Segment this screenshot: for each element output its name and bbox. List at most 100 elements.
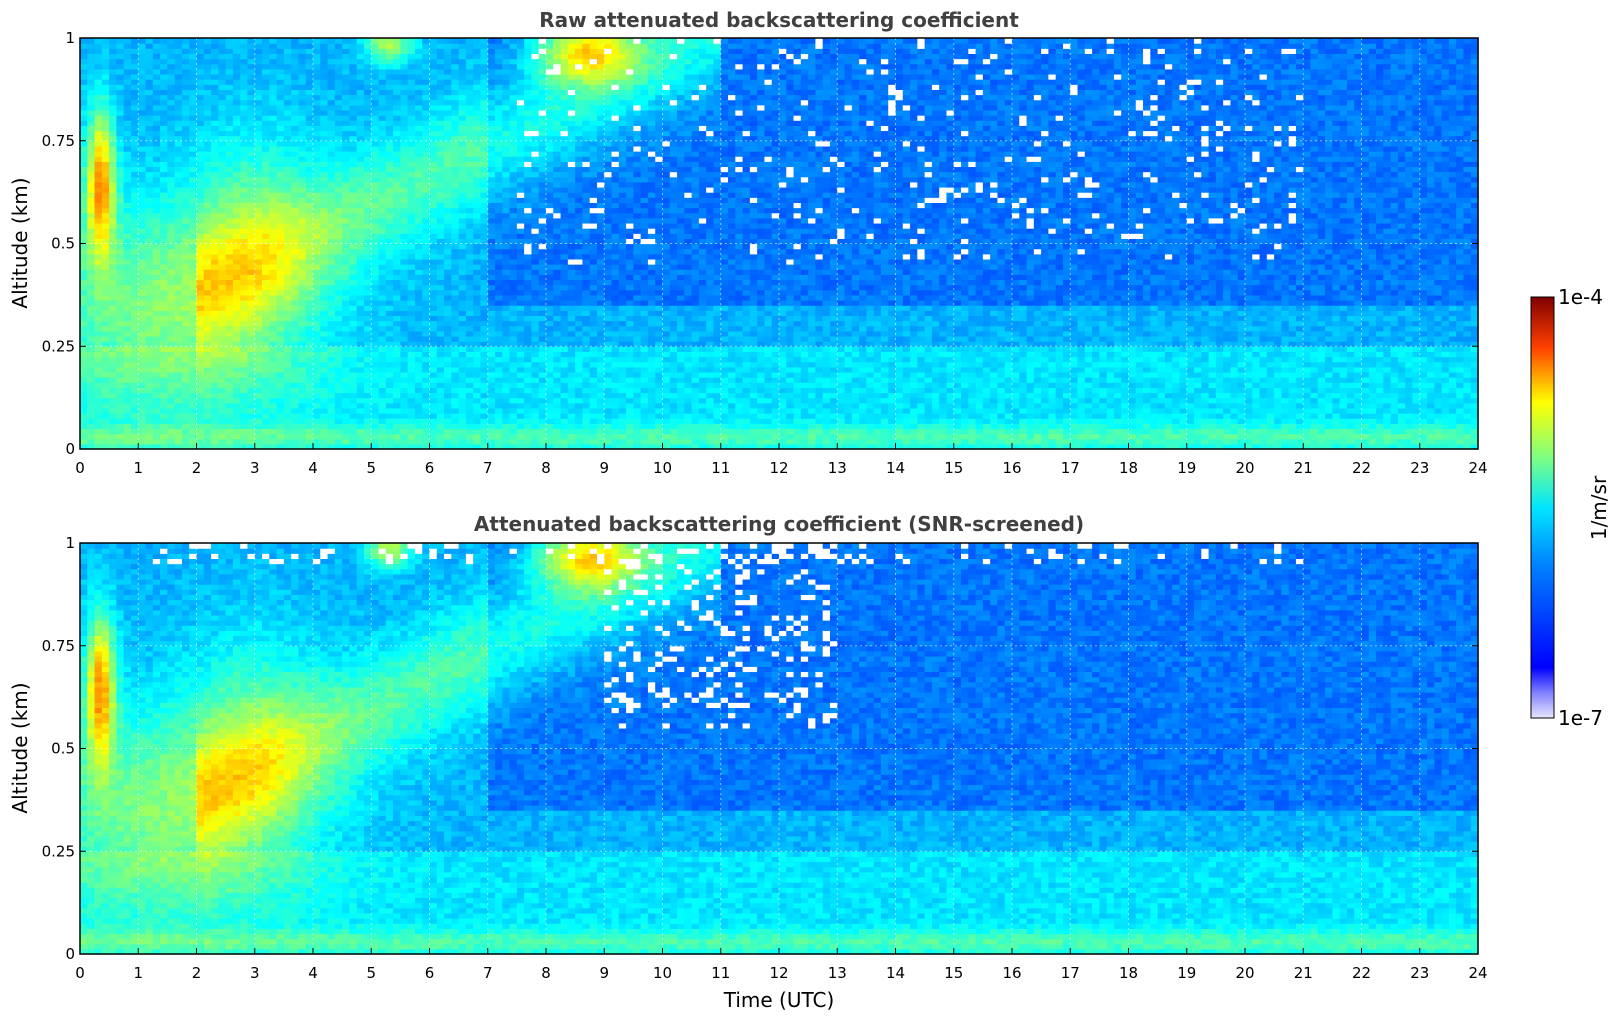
heatmap-cell [320,222,329,229]
heatmap-cell [414,402,423,409]
heatmap-cell [487,346,496,352]
heatmap-cell [203,115,212,121]
heatmap-cell [225,130,234,137]
heatmap-cell [531,264,540,270]
heatmap-cell [363,217,372,224]
heatmap-cell [342,289,351,296]
heatmap-cell [218,243,227,250]
heatmap-cell [516,289,525,296]
heatmap-cell [130,43,139,49]
heatmap-cell [342,104,351,111]
heatmap-cell [393,89,401,96]
heatmap-cell [109,140,118,147]
heatmap-cell [385,176,394,183]
heatmap-cell [116,207,125,214]
heatmap-cell [247,104,256,111]
heatmap-cell [444,382,452,388]
heatmap-cell [189,387,198,394]
heatmap-cell [80,269,88,275]
heatmap-cell [94,58,103,65]
heatmap-cell [80,228,88,234]
heatmap-cell [130,145,139,152]
heatmap-cell [291,397,300,404]
heatmap-cell [320,310,329,317]
heatmap-cell [458,63,467,70]
heatmap-cell [305,377,314,383]
heatmap-cell [349,330,358,337]
heatmap-cell [444,433,452,440]
heatmap-cell [276,320,285,327]
heatmap-cell [123,212,132,219]
heatmap-cell [313,99,321,106]
heatmap-cell [516,335,525,342]
heatmap-cell [291,161,300,168]
heatmap-cell [487,109,496,116]
heatmap-cell [414,228,423,234]
heatmap-cell [167,428,176,435]
heatmap-cell [298,284,307,291]
heatmap-cell [516,382,525,388]
heatmap-cell [116,120,125,126]
heatmap-cell [516,418,525,424]
heatmap-cell [232,294,241,301]
heatmap-cell [487,233,496,239]
heatmap-cell [473,366,482,373]
heatmap-cell [327,130,336,137]
heatmap-cell [145,418,154,424]
heatmap-cell [349,315,358,322]
heatmap-cell [502,94,511,101]
heatmap-cell [276,48,285,55]
heatmap-cell [458,228,467,234]
heatmap-cell [123,305,132,311]
heatmap-cell [218,207,227,214]
heatmap-cell [451,166,460,173]
heatmap-cell [145,53,154,60]
heatmap-cell [152,330,161,337]
heatmap-cell [262,279,270,286]
heatmap-cell [436,361,445,368]
heatmap-cell [429,330,438,337]
heatmap-cell [196,397,205,404]
heatmap-cell [203,73,212,80]
heatmap-cell [189,115,198,121]
heatmap-cell [371,68,380,75]
heatmap-cell [429,305,438,311]
heatmap-cell [196,192,205,198]
heatmap-cell [385,407,394,414]
heatmap-cell [101,171,110,178]
heatmap-cell [160,222,168,229]
heatmap-cell [218,135,227,142]
heatmap-cell [225,53,234,60]
heatmap-cell [152,300,161,306]
heatmap-cell [400,377,409,383]
heatmap-cell [356,89,365,96]
heatmap-cell [524,253,533,260]
heatmap-cell [363,315,372,322]
heatmap-cell [473,186,482,193]
heatmap-cell [174,428,183,435]
heatmap-cell [371,418,380,424]
heatmap-cell [130,284,139,291]
heatmap-cell [385,233,394,239]
heatmap-cell [422,192,431,198]
heatmap-cell [218,387,227,394]
heatmap-cell [327,238,336,245]
heatmap-cell [414,186,423,193]
heatmap-cell [487,145,496,152]
heatmap-cell [436,402,445,409]
heatmap-cell [444,156,452,162]
heatmap-cell [414,233,423,239]
heatmap-cell [444,418,452,424]
heatmap-cell [203,274,212,281]
heatmap-cell [320,212,329,219]
heatmap-cell [181,197,190,203]
heatmap-cell [203,171,212,178]
heatmap-cell [80,68,88,75]
heatmap-cell [524,222,533,229]
heatmap-cell [87,294,96,301]
heatmap-cell [232,104,241,111]
heatmap-cell [240,53,249,60]
heatmap-cell [196,43,205,49]
heatmap-cell [138,382,147,388]
heatmap-cell [502,377,511,383]
